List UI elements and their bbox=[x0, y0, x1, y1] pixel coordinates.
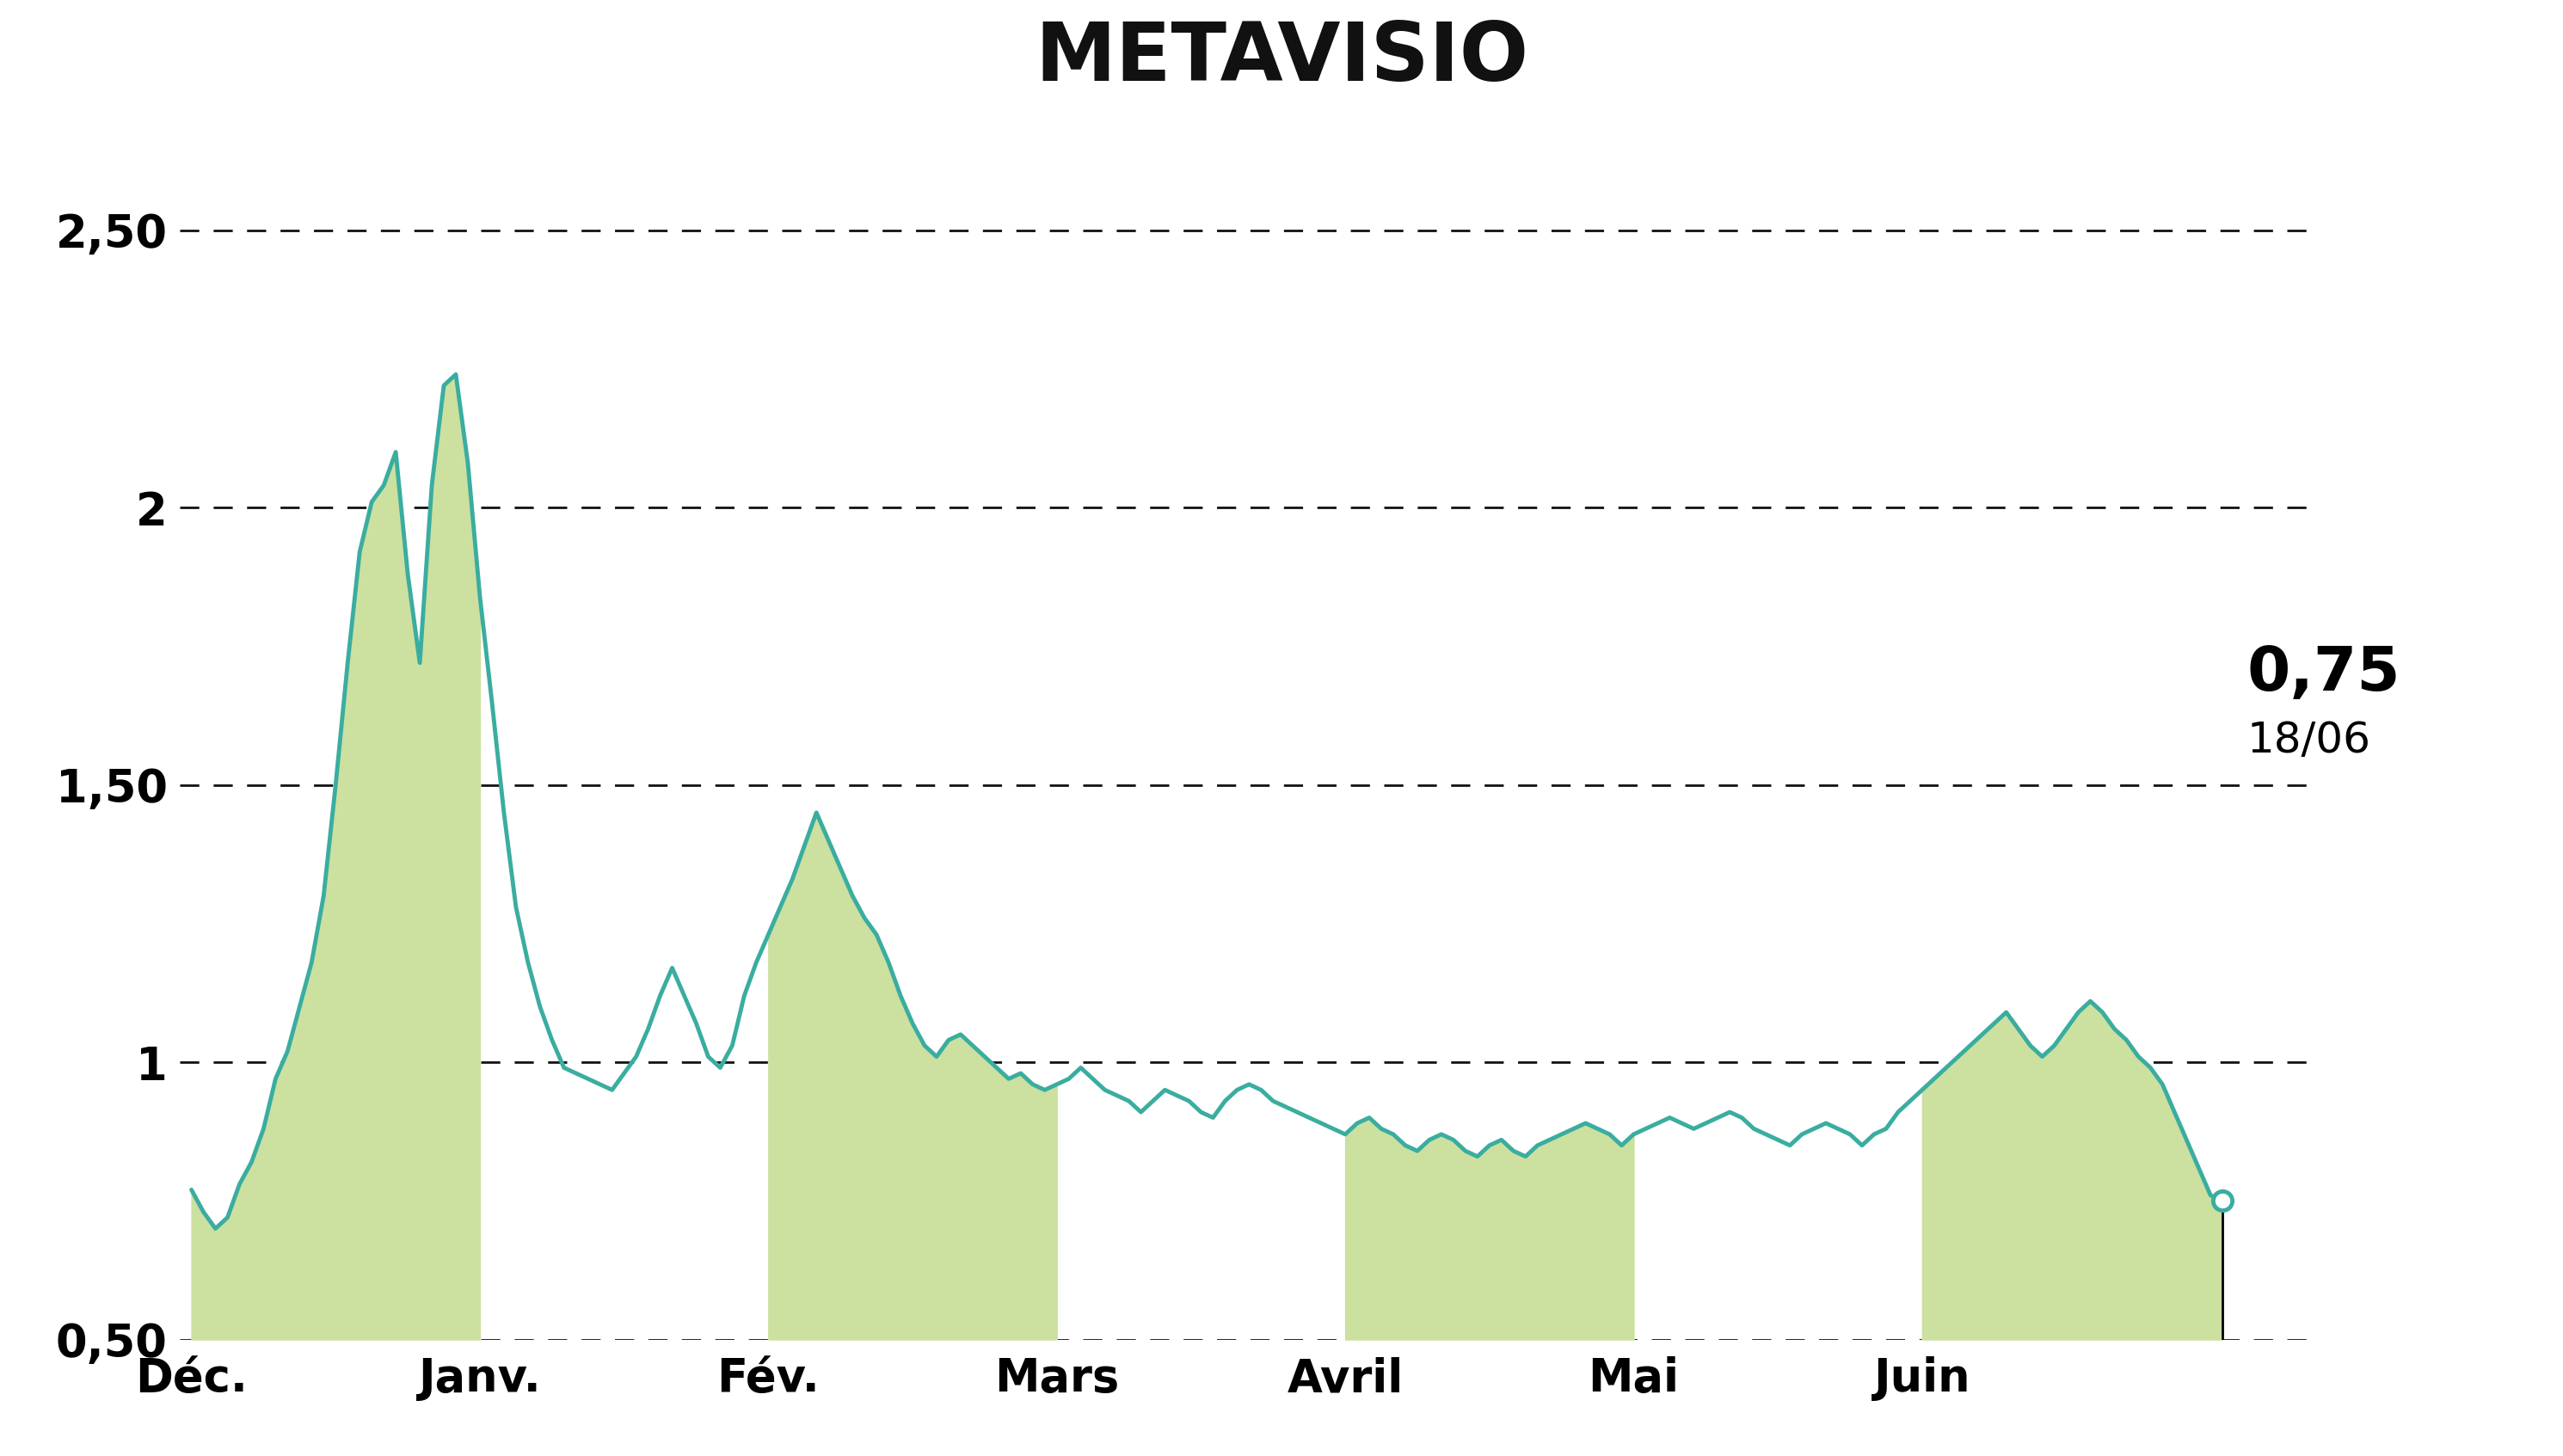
Text: 0,75: 0,75 bbox=[2248, 644, 2399, 703]
Text: 18/06: 18/06 bbox=[2248, 719, 2371, 761]
Text: METAVISIO: METAVISIO bbox=[1035, 19, 1528, 98]
